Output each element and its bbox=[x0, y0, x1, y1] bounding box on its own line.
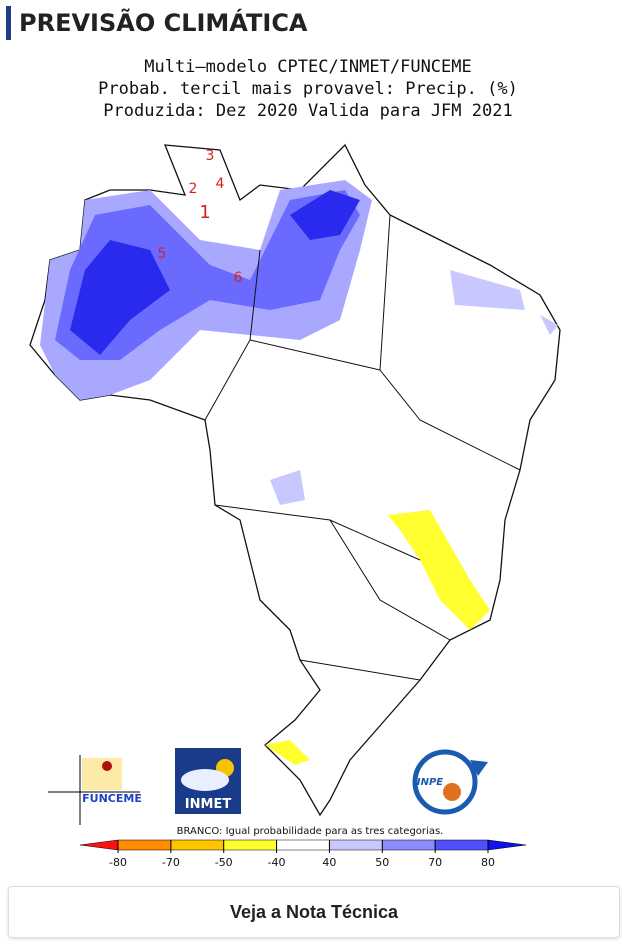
legend-tick-label: -50 bbox=[215, 856, 233, 869]
logo-dot bbox=[102, 761, 112, 771]
logo-text: INMET bbox=[185, 797, 232, 812]
legend-note: BRANCO: Igual probabilidade para as tres… bbox=[177, 826, 444, 837]
legend-swatch bbox=[434, 839, 489, 851]
map-subtitle: Probab. tercil mais provavel: Precip. (%… bbox=[98, 79, 518, 99]
map-title: Multi—modelo CPTEC/INMET/FUNCEME bbox=[144, 57, 472, 77]
legend-swatch bbox=[329, 839, 383, 851]
header-title: PREVISÃO CLIMÁTICA bbox=[6, 6, 308, 40]
region-label: 3 bbox=[206, 148, 215, 164]
yellow-area bbox=[265, 510, 490, 765]
states bbox=[204, 214, 521, 681]
legend-swatch bbox=[382, 839, 436, 851]
logo-arrow bbox=[470, 760, 488, 776]
legend-tick-label: 40 bbox=[322, 856, 336, 869]
legend-tick-label: -40 bbox=[268, 856, 286, 869]
logo-ring bbox=[412, 749, 478, 815]
region-label: 4 bbox=[216, 176, 225, 192]
blue-area bbox=[270, 270, 558, 505]
map-body: Multi—modelo CPTEC/INMET/FUNCEME Probab.… bbox=[29, 57, 561, 869]
legend-tick-label: 50 bbox=[375, 856, 389, 869]
legend-swatch bbox=[117, 839, 172, 851]
legend-swatch bbox=[170, 839, 224, 851]
legend-tick-label: 80 bbox=[481, 856, 495, 869]
region-label: 6 bbox=[234, 270, 243, 286]
map: Multi—modelo CPTEC/INMET/FUNCEME Probab.… bbox=[29, 57, 561, 869]
region-label: 1 bbox=[199, 202, 210, 223]
map-subtitle: Produzida: Dez 2020 Valida para JFM 2021 bbox=[103, 101, 512, 121]
legend-tick-label: -80 bbox=[109, 856, 127, 869]
nota-tecnica-button[interactable]: Veja a Nota Técnica bbox=[8, 886, 620, 938]
legend-end bbox=[79, 839, 119, 851]
legend-tick-label: 70 bbox=[428, 856, 442, 869]
logo-dot bbox=[443, 783, 461, 801]
legend-tick-label: -70 bbox=[162, 856, 180, 869]
region-label: 2 bbox=[189, 181, 198, 197]
logo-text: FUNCEME bbox=[82, 792, 142, 805]
legend-end bbox=[487, 839, 527, 851]
legend-swatch bbox=[276, 839, 330, 851]
logo-text: INPE bbox=[417, 777, 443, 788]
logo-cloud bbox=[181, 769, 229, 791]
blue-core bbox=[70, 190, 360, 355]
legend-swatch bbox=[223, 839, 277, 851]
region-label: 5 bbox=[158, 246, 167, 262]
logo-box bbox=[82, 758, 122, 790]
